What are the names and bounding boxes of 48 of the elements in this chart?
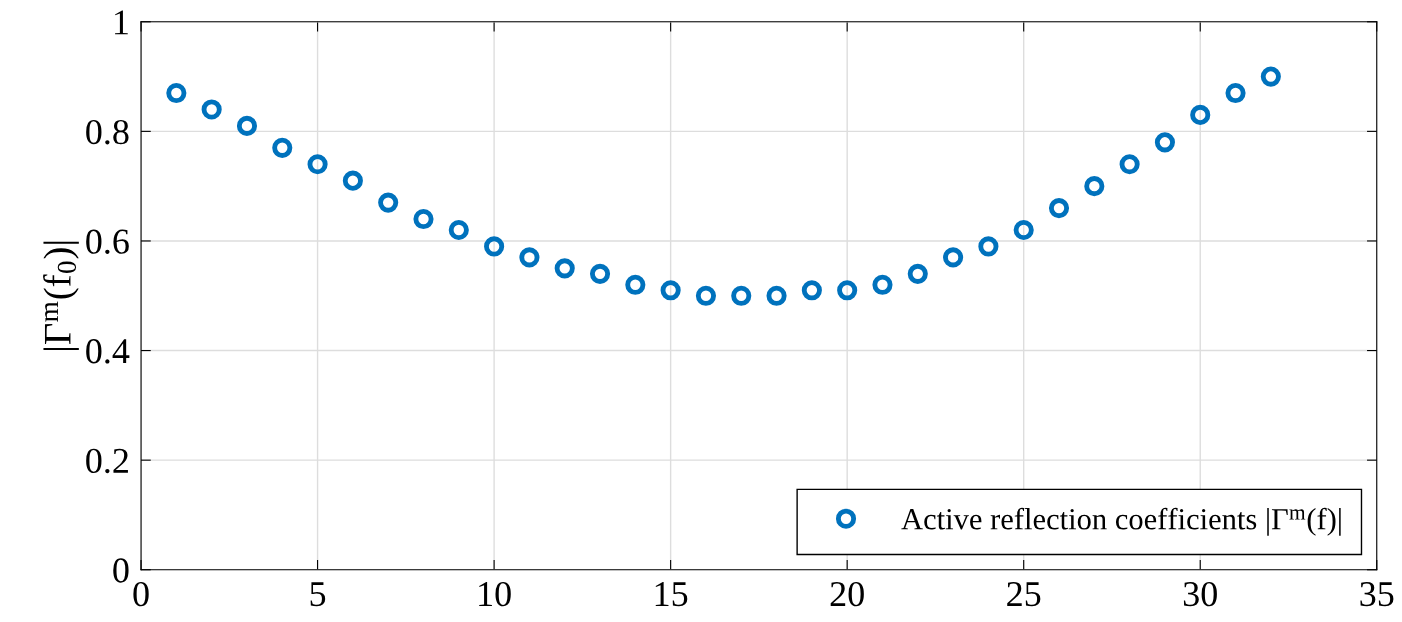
point bbox=[625, 274, 646, 295]
point bbox=[978, 236, 999, 257]
point bbox=[307, 154, 328, 175]
point bbox=[801, 280, 822, 301]
point bbox=[731, 285, 752, 306]
point bbox=[1190, 104, 1211, 125]
point bbox=[378, 192, 399, 213]
point bbox=[484, 236, 505, 257]
point bbox=[589, 263, 611, 284]
x-tick-label: 5 bbox=[310, 582, 326, 607]
point bbox=[413, 208, 434, 230]
point bbox=[943, 247, 964, 268]
point bbox=[1154, 132, 1175, 153]
y-axis-title: |Γ$^{m}$(f$_{0}$)| bbox=[43, 241, 79, 350]
y-tick-label: 0.6 bbox=[86, 229, 129, 255]
y-tick-label: 0.4 bbox=[86, 339, 130, 364]
x-tick-label: 10 bbox=[479, 581, 511, 607]
x-tick-label: 30 bbox=[1183, 581, 1217, 607]
point bbox=[448, 219, 469, 241]
x-tick-label: 35 bbox=[1360, 582, 1394, 607]
point bbox=[695, 285, 717, 306]
y-tick-label: 1 bbox=[115, 10, 128, 35]
point bbox=[236, 115, 258, 136]
point bbox=[1084, 176, 1105, 197]
point bbox=[837, 280, 858, 301]
point bbox=[1048, 198, 1070, 219]
point bbox=[766, 285, 787, 306]
y-tick-label: 0.2 bbox=[86, 448, 128, 474]
point bbox=[872, 274, 893, 295]
point bbox=[1119, 154, 1140, 175]
y-tick-label: 0.8 bbox=[86, 119, 129, 145]
point bbox=[660, 280, 681, 301]
point bbox=[907, 263, 928, 284]
point bbox=[272, 137, 293, 158]
point bbox=[342, 170, 363, 191]
point bbox=[554, 258, 575, 279]
point bbox=[1260, 66, 1281, 87]
x-tick-label: 20 bbox=[830, 581, 864, 607]
point bbox=[1013, 219, 1034, 241]
y-tick-label: 0 bbox=[113, 558, 129, 583]
x-tick-label: 0 bbox=[133, 581, 149, 607]
x-tick-label: 15 bbox=[655, 582, 688, 607]
legend-label: Active reflection coefficients |Γ$^{m}$(f)| bbox=[901, 507, 1341, 536]
point bbox=[201, 99, 222, 120]
point bbox=[519, 247, 540, 268]
point bbox=[1225, 82, 1246, 104]
x-tick-label: 25 bbox=[1007, 582, 1041, 607]
point bbox=[166, 82, 187, 104]
